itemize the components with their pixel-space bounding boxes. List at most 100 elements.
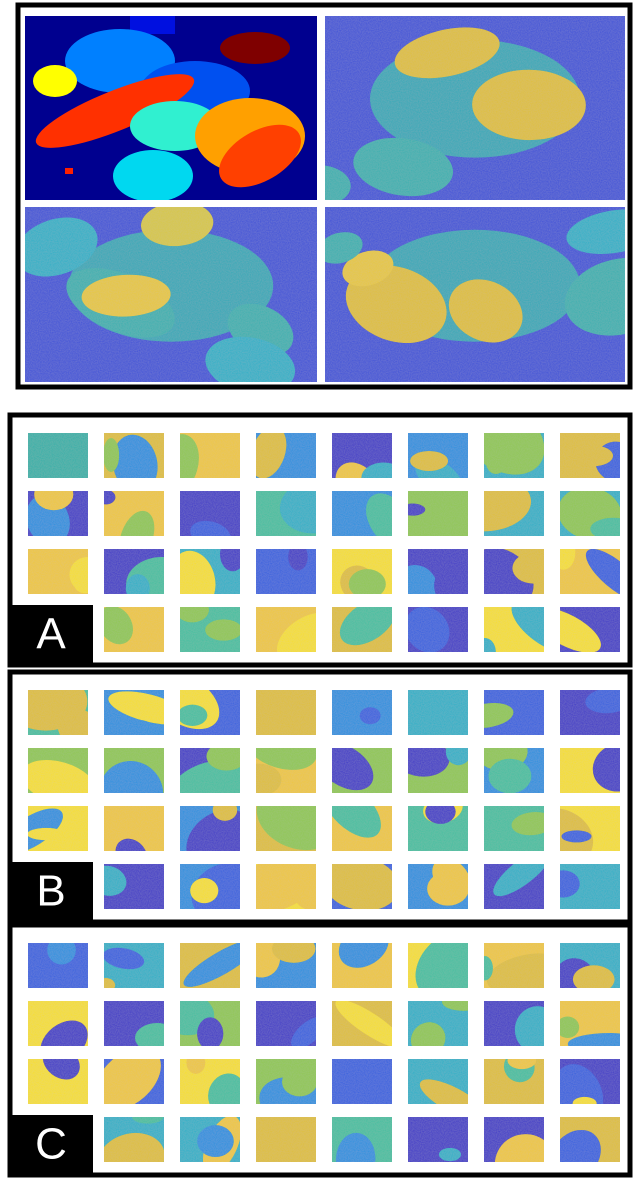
patch-tile [104,1117,164,1162]
patch-tile [332,690,392,735]
patch-tile [408,607,468,652]
patch-tile [180,690,240,735]
patch-tile [256,491,316,536]
patch-tile [332,433,392,478]
patch-tile [560,1059,620,1104]
patch-tile [28,748,88,793]
patch-tile [408,1059,468,1104]
patch-tile [28,491,88,536]
patch-tile [332,864,392,909]
patch-tile [180,864,240,909]
patch-tile [180,806,240,851]
label-box [10,1115,93,1175]
patch-tile [560,864,620,909]
patch-tile [104,943,164,988]
patch-tile [484,690,544,735]
patch-tile [332,748,392,793]
patch-tile [28,690,88,735]
patch-tile [256,433,316,478]
panel-label: C [35,1120,67,1169]
patch-tile [408,1001,468,1046]
patch-tile [180,943,240,988]
patch-tile [256,1059,316,1104]
patch-tile [28,943,88,988]
patch-tile [28,1059,88,1104]
segmentation-image [25,16,317,200]
patch-tile [408,806,468,851]
patch-tile [484,943,544,988]
intensity-image [25,207,317,382]
patch-tile [104,549,164,594]
patch-tile [332,1001,392,1046]
patch-tile [408,1117,468,1162]
patch-panels: A B C [7,412,633,1178]
patch-tile [180,433,240,478]
patch-tile [560,806,620,851]
patch-tile [560,690,620,735]
patch-tile [104,806,164,851]
patch-tile [408,943,468,988]
panel-label: A [36,610,66,659]
patch-tile [560,748,620,793]
patch-tile [484,864,544,909]
patch-tile [256,690,316,735]
patch-tile [256,864,316,909]
patch-tile [256,607,316,652]
patch-tile [180,1117,240,1162]
patch-tile [484,549,544,594]
panel-label: B [36,867,65,916]
patch-tile [560,943,620,988]
patch-tile [28,806,88,851]
patch-tile [104,607,164,652]
patch-tile [104,864,164,909]
patch-tile [332,1117,392,1162]
patch-tile [256,1117,316,1162]
label-box [10,605,93,665]
patch-tile [256,806,316,851]
patch-tile [484,1117,544,1162]
patch-tile [104,1059,164,1104]
patch-tile [256,549,316,594]
patch-tile [560,1001,620,1046]
intensity-images [25,16,625,382]
patch-tile [560,607,620,652]
patch-tile [484,1001,544,1046]
patch-tile [560,433,620,478]
patch-tile [408,690,468,735]
patch-tile [104,1001,164,1046]
patch-tile [28,1001,88,1046]
patch-tile [104,690,164,735]
patch-tile [180,491,240,536]
patch-tile [256,943,316,988]
patch-tile [484,433,544,478]
patch-tile [560,1117,620,1162]
patch-tile [408,549,468,594]
patch-tile [256,748,316,793]
patch-tile [104,748,164,793]
patch-tile [408,748,468,793]
patch-tile [180,607,240,652]
patch-tile [332,1059,392,1104]
patch-tile [180,549,240,594]
patch-tile [28,549,88,594]
patch-tile [332,806,392,851]
intensity-image [325,207,625,382]
patch-tile [332,943,392,988]
patch-tile [484,491,544,536]
label-box [10,862,93,922]
patch-tile [560,549,620,594]
patch-tile [484,1059,544,1104]
patch-tile [28,433,88,478]
patch-tile [180,1059,240,1104]
patch-tile [180,748,240,793]
patch-tile [332,491,392,536]
patch-tile [484,806,544,851]
patch-tile [332,607,392,652]
patch-tile [408,864,468,909]
patch-tile [180,1001,240,1046]
patch-tile [104,491,164,536]
patch-tile [560,491,620,536]
patch-tile [484,607,544,652]
